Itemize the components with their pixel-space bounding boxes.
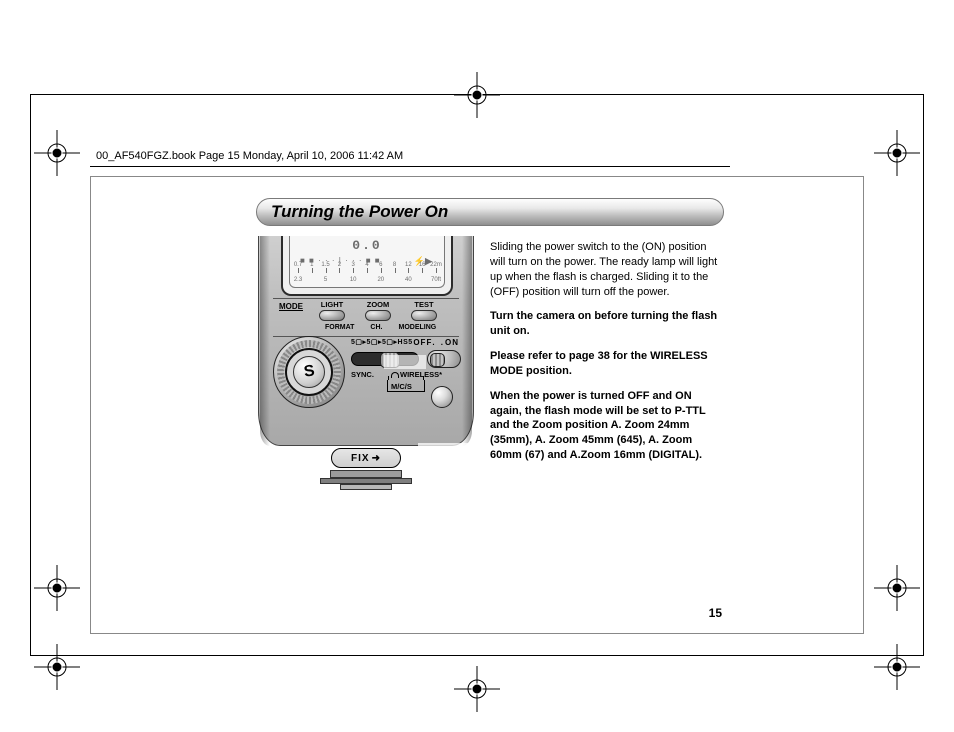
zoom-button[interactable] [365, 310, 391, 321]
note-3: When the power is turned OFF and ON agai… [490, 389, 720, 463]
hot-shoe-foot [340, 484, 392, 490]
button-row: LIGHT ZOOM TEST [319, 300, 437, 321]
scale-label: 3 [352, 262, 355, 268]
format-label: FORMAT [325, 324, 354, 331]
dots: . . [432, 338, 445, 347]
switch-area: 5▢▸5▢▸5▢▸HS5 OFF. .ON SYNC. WIRELESS* M/… [351, 338, 461, 346]
test-button-group: TEST [411, 300, 437, 321]
scale-label: 8 [393, 262, 396, 268]
print-header-line: 00_AF540FGZ.book Page 15 Monday, April 1… [96, 150, 403, 162]
zoom-button-label: ZOOM [367, 300, 390, 309]
test-button[interactable] [411, 310, 437, 321]
separator [273, 298, 459, 299]
ready-lamp [431, 386, 453, 408]
page-root: 00_AF540FGZ.book Page 15 Monday, April 1… [0, 0, 954, 732]
arrow-right-icon: ➜ [372, 453, 381, 464]
body-text-column: Sliding the power switch to the (ON) pos… [490, 240, 720, 473]
crop-mark-icon [874, 130, 920, 176]
page-number: 15 [709, 606, 722, 620]
crop-mark-icon [874, 644, 920, 690]
lcd-distance-scale-m: 0.711.523468121622m [298, 263, 436, 273]
note-2: Please refer to page 38 for the WIRELESS… [490, 349, 720, 379]
note-1: Turn the camera on before turning the fl… [490, 309, 720, 339]
power-switch-slot [427, 350, 461, 368]
scale-label: 16 [419, 262, 426, 268]
scale-label: 70ft [431, 277, 441, 283]
power-off-on-legend: OFF. .ON [413, 338, 459, 347]
light-button[interactable] [319, 310, 345, 321]
fix-lock-capsule[interactable]: FIX➜ [331, 448, 401, 468]
scale-label: 5 [324, 277, 327, 283]
power-switch-knob[interactable] [430, 353, 445, 367]
scale-label: 20 [377, 277, 384, 283]
scale-label: 6 [379, 262, 382, 268]
scale-label: 10 [350, 277, 357, 283]
modeling-label: MODELING [398, 324, 436, 331]
section-title-bar: Turning the Power On [256, 198, 724, 226]
light-button-label: LIGHT [321, 300, 344, 309]
fix-label: FIX [351, 453, 370, 464]
crop-mark-icon [34, 130, 80, 176]
intro-paragraph: Sliding the power switch to the (ON) pos… [490, 240, 720, 299]
sync-label: SYNC. [351, 370, 374, 379]
scale-label: 4 [365, 262, 368, 268]
scale-label: 40 [405, 277, 412, 283]
scale-label: 1 [310, 262, 313, 268]
scale-label: 2.3 [294, 277, 302, 283]
crop-mark-icon [454, 72, 500, 118]
light-button-group: LIGHT [319, 300, 345, 321]
hot-shoe-foot [330, 470, 402, 478]
device-body: 0.0 ■ ■ · · · | · · · ■ ■ ⚡▶ 0.711.52346… [258, 236, 474, 446]
print-header-rule [90, 166, 730, 167]
ch-label: CH. [370, 324, 382, 331]
scale-label: 22m [430, 262, 442, 268]
content-crop-frame [90, 176, 864, 634]
on-label: ON [445, 338, 459, 347]
shading [462, 236, 472, 446]
shading [260, 236, 270, 446]
section-title: Turning the Power On [271, 202, 448, 222]
mcs-label: M/C/S [391, 382, 412, 391]
crop-mark-icon [34, 565, 80, 611]
scale-label: 2 [338, 262, 341, 268]
scale-label: 0.7 [294, 262, 302, 268]
mode-label: MODE [279, 302, 303, 311]
scale-label: 12 [405, 262, 412, 268]
crop-mark-icon [34, 644, 80, 690]
dial-face: S [293, 356, 325, 388]
wireless-icon [391, 372, 399, 378]
lcd-panel: 0.0 ■ ■ · · · | · · · ■ ■ ⚡▶ 0.711.52346… [281, 236, 453, 296]
test-button-label: TEST [414, 300, 433, 309]
off-label: OFF [413, 338, 432, 347]
sub-label-row: FORMAT CH. MODELING [325, 324, 436, 331]
scan-highlight [384, 355, 426, 369]
dial-letter: S [302, 362, 315, 381]
scale-label: 1.5 [321, 262, 329, 268]
scan-highlight [418, 443, 476, 461]
zoom-button-group: ZOOM [365, 300, 391, 321]
lcd-inner: 0.0 ■ ■ · · · | · · · ■ ■ ⚡▶ 0.711.52346… [289, 236, 445, 288]
wireless-text: WIRELESS [400, 370, 439, 379]
lcd-main-value: 0.0 [352, 238, 381, 253]
wireless-label: WIRELESS* [391, 370, 442, 379]
crop-mark-icon [874, 565, 920, 611]
mode-dial[interactable]: S [273, 336, 345, 408]
crop-mark-icon [454, 666, 500, 712]
lcd-distance-scale-ft: 2.3510204070ft [298, 275, 436, 283]
